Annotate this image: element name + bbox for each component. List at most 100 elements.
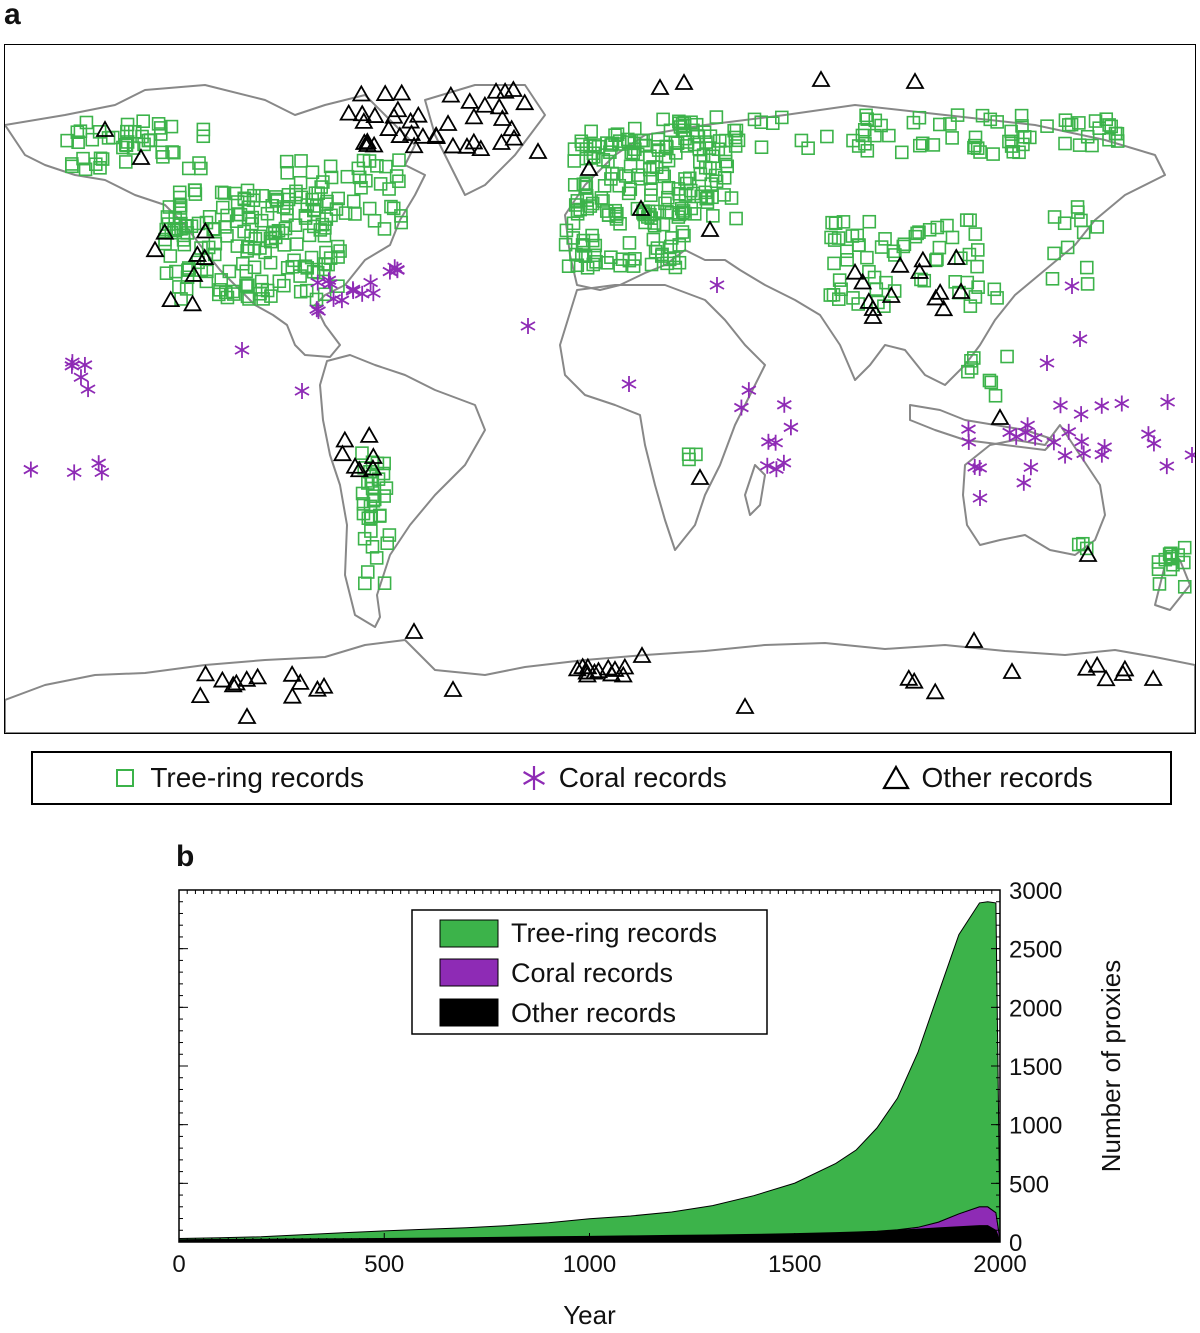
tree-ring-marker — [984, 375, 999, 390]
tree-ring-marker — [860, 250, 874, 265]
tree-ring-marker — [1076, 225, 1091, 240]
tree-ring-marker — [1060, 240, 1075, 255]
other-record-marker — [853, 272, 873, 290]
other-record-marker — [195, 664, 216, 682]
tree-ring-marker — [599, 204, 614, 218]
tree-ring-marker — [176, 233, 191, 247]
tree-ring-marker — [1058, 113, 1073, 127]
tree-ring-marker — [906, 115, 921, 130]
tree-ring-marker — [247, 260, 262, 275]
tree-ring-marker — [573, 202, 587, 217]
tree-ring-marker — [567, 178, 582, 192]
coral-marker — [1074, 433, 1090, 450]
tree-ring-marker — [386, 201, 401, 216]
other-record-marker — [182, 294, 203, 312]
coral-marker — [294, 383, 310, 399]
other-record-marker — [528, 142, 548, 159]
tree-ring-marker — [367, 489, 381, 503]
tree-ring-marker — [693, 167, 708, 182]
tree-ring-marker — [681, 447, 696, 462]
coral-marker — [621, 376, 637, 392]
tree-ring-marker — [369, 551, 384, 565]
tree-ring-marker — [201, 240, 216, 255]
coral-marker — [80, 381, 96, 398]
other-record-marker — [351, 84, 371, 102]
other-record-marker — [404, 136, 424, 154]
coral-marker — [776, 396, 792, 413]
tree-ring-marker — [820, 129, 834, 144]
tree-ring-marker — [566, 231, 581, 245]
panel-a-label: a — [4, 0, 21, 31]
tree-ring-marker — [237, 224, 251, 239]
tree-ring-marker — [967, 351, 981, 365]
tree-ring-marker — [1071, 205, 1085, 219]
tree-ring-marker — [1076, 536, 1090, 551]
tree-ring-marker — [384, 199, 398, 214]
other-record-marker — [881, 286, 901, 303]
tree-ring-marker — [857, 122, 872, 137]
tree-ring-marker — [656, 217, 671, 232]
tree-ring-marker — [638, 215, 652, 230]
tree-ring-marker — [392, 174, 406, 189]
other-record-marker — [379, 119, 399, 136]
coral-marker — [1114, 395, 1130, 412]
tree-ring-marker — [712, 134, 727, 148]
tree-ring-marker — [253, 286, 267, 301]
coral-marker — [23, 461, 39, 478]
other-record-marker — [578, 657, 598, 675]
coral-marker — [1094, 446, 1110, 463]
other-record-marker — [363, 447, 383, 464]
tree-ring-marker — [1177, 555, 1191, 570]
tree-ring-marker — [702, 141, 717, 155]
tree-ring-marker — [964, 354, 978, 368]
tree-ring-marker — [576, 239, 591, 253]
tree-ring-marker — [73, 124, 88, 138]
tree-ring-marker — [1045, 272, 1060, 286]
world-map-svg — [5, 70, 1195, 733]
tree-ring-marker — [963, 213, 977, 228]
coral-marker — [1039, 355, 1055, 371]
tree-ring-marker — [360, 565, 375, 579]
coast-africa — [559, 284, 766, 551]
legend-item-other: Other records — [881, 762, 1093, 794]
tree-ring-marker — [623, 182, 638, 197]
tree-ring-marker — [570, 194, 585, 208]
tree-ring-marker — [570, 206, 585, 221]
coral-marker — [1053, 397, 1068, 414]
tree-ring-marker — [910, 226, 924, 241]
tree-ring-marker — [687, 207, 702, 221]
tree-ring-marker — [241, 240, 255, 254]
tree-ring-marker — [1080, 129, 1095, 144]
tree-ring-marker — [668, 136, 683, 150]
x-tick-label: 1500 — [768, 1251, 821, 1278]
tree-ring-marker — [241, 278, 255, 293]
other-record-marker — [1078, 545, 1098, 562]
tree-ring-marker — [612, 137, 627, 151]
tree-ring-marker — [586, 146, 601, 161]
tree-ring-marker — [70, 125, 85, 139]
coral-marker — [1061, 423, 1077, 440]
legend-label-coral: Coral records — [558, 762, 727, 793]
tree-ring-marker — [1152, 577, 1167, 591]
tree-ring-marker — [664, 231, 679, 245]
tree-ring-marker — [888, 248, 902, 262]
tree-ring-marker — [331, 279, 345, 293]
tree-ring-marker — [256, 292, 270, 306]
legend-item-coral: Coral records — [519, 762, 727, 794]
tree-ring-marker — [248, 232, 263, 246]
tree-ring-marker — [945, 230, 960, 245]
other-record-marker — [905, 72, 925, 89]
chart-legend: Tree-ring records Coral records Other re… — [411, 909, 768, 1035]
tree-ring-marker — [1002, 134, 1016, 149]
y-tick-label: 1000 — [1009, 1113, 1062, 1140]
coral-marker — [66, 464, 82, 481]
coast-australia — [962, 424, 1106, 556]
tree-ring-marker — [244, 228, 258, 243]
tree-ring-marker — [567, 154, 582, 168]
tree-ring-marker — [914, 272, 928, 287]
tree-ring-marker — [290, 237, 304, 251]
other-record-marker — [1143, 669, 1163, 686]
coral-marker — [1020, 417, 1036, 434]
tree-ring-marker — [229, 214, 244, 229]
